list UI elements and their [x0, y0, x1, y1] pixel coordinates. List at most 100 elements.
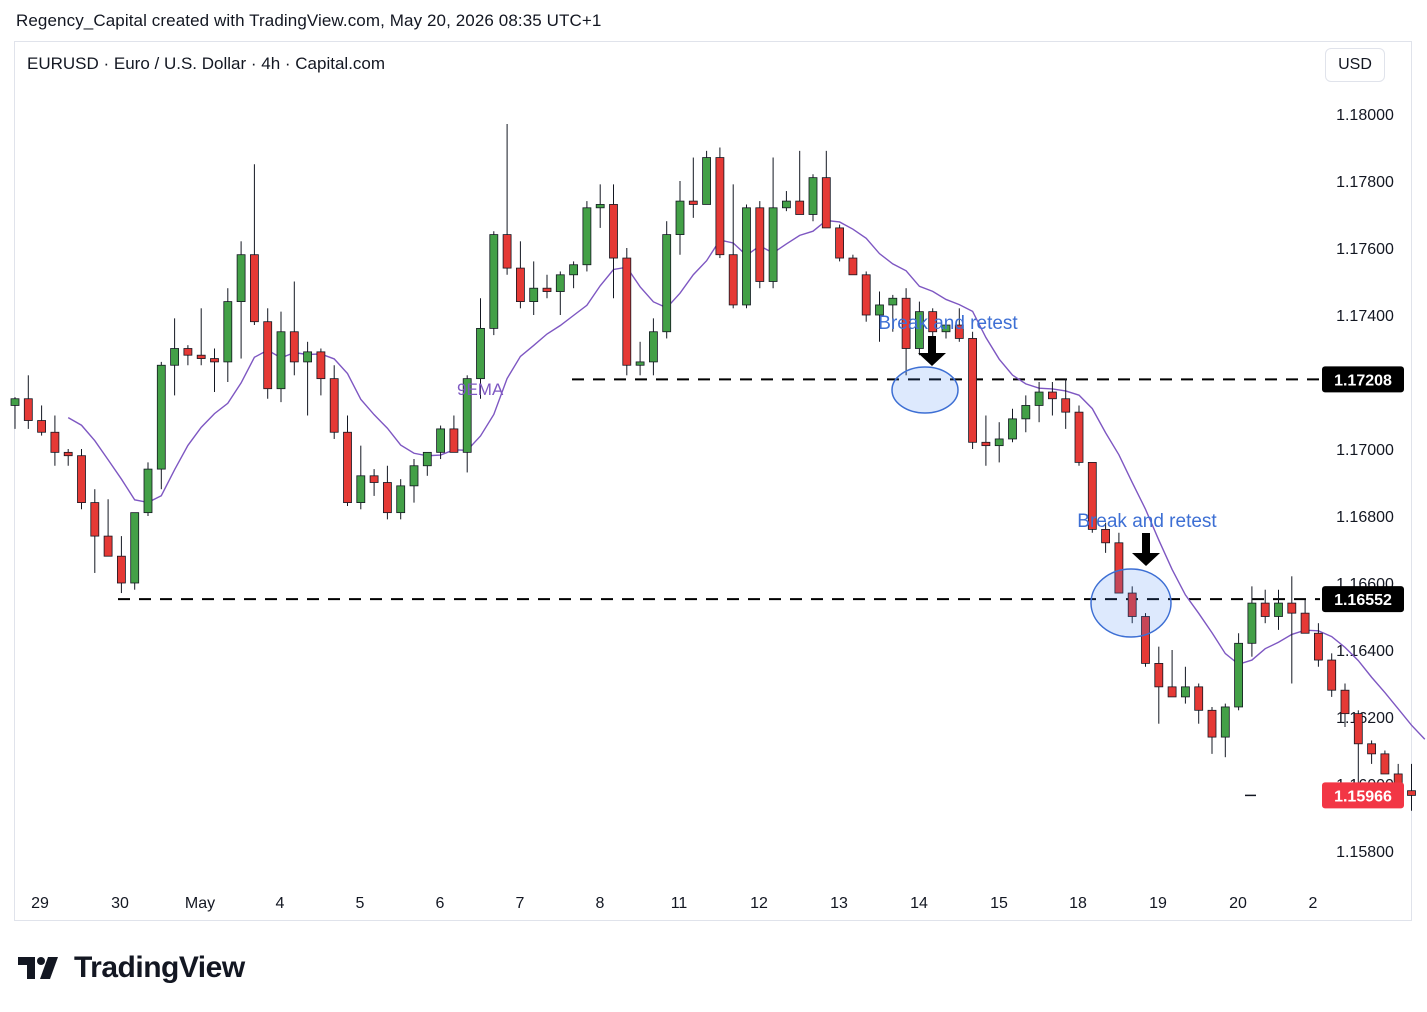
candle-up[interactable]: [662, 221, 672, 339]
candle-down[interactable]: [1167, 650, 1177, 698]
candle-down[interactable]: [343, 415, 352, 506]
candle-down[interactable]: [821, 150, 831, 229]
candle-down[interactable]: [1300, 599, 1310, 634]
candle-down[interactable]: [1141, 613, 1150, 667]
candle-up[interactable]: [1021, 395, 1031, 433]
candle-up[interactable]: [356, 445, 366, 510]
candle-up[interactable]: [1247, 586, 1257, 657]
candle-down[interactable]: [954, 308, 964, 342]
candle-down[interactable]: [1367, 740, 1376, 764]
candle-down[interactable]: [1407, 763, 1416, 811]
candle-up[interactable]: [1234, 633, 1243, 711]
candle-down[interactable]: [1207, 706, 1217, 754]
candle-down[interactable]: [715, 147, 725, 259]
candle-down[interactable]: [981, 415, 991, 466]
candle-up[interactable]: [236, 241, 246, 359]
candle-up[interactable]: [223, 288, 233, 382]
candle-up[interactable]: [702, 150, 711, 205]
candle-up[interactable]: [156, 361, 166, 490]
candle-down[interactable]: [1314, 623, 1323, 667]
candle-down[interactable]: [1074, 405, 1084, 466]
candle-down[interactable]: [1114, 532, 1124, 594]
candle-down[interactable]: [1340, 683, 1350, 728]
candle-up[interactable]: [582, 201, 592, 272]
brand-logo[interactable]: TradingView: [18, 951, 245, 985]
candle-down[interactable]: [1194, 683, 1204, 724]
candle-down[interactable]: [622, 248, 632, 376]
candle-up[interactable]: [635, 341, 645, 376]
candle-up[interactable]: [555, 271, 565, 315]
candle-down[interactable]: [1048, 382, 1057, 416]
candle-down[interactable]: [1260, 589, 1270, 624]
currency-button[interactable]: USD: [1325, 48, 1385, 82]
candle-down[interactable]: [1127, 586, 1137, 624]
candle-up[interactable]: [941, 321, 951, 339]
candle-down[interactable]: [103, 499, 113, 557]
candle-up[interactable]: [436, 425, 446, 460]
candle-down[interactable]: [1380, 750, 1390, 775]
candle-up[interactable]: [276, 311, 286, 403]
candle-down[interactable]: [23, 375, 33, 429]
candle-up[interactable]: [1008, 408, 1017, 443]
candle-down[interactable]: [1101, 522, 1110, 553]
candle-down[interactable]: [369, 469, 379, 496]
candle-down[interactable]: [196, 308, 206, 366]
candle-up[interactable]: [915, 301, 924, 356]
candle-up[interactable]: [143, 462, 153, 516]
candle-down[interactable]: [117, 536, 126, 594]
candle-down[interactable]: [1327, 653, 1337, 697]
candle-up[interactable]: [875, 291, 884, 342]
candle-down[interactable]: [502, 124, 512, 275]
candle-up[interactable]: [595, 184, 605, 228]
candle-down[interactable]: [848, 254, 858, 276]
candle-up[interactable]: [462, 375, 472, 473]
candle-up[interactable]: [569, 261, 578, 289]
candle-up[interactable]: [10, 397, 20, 429]
candle-down[interactable]: [449, 415, 459, 453]
candle-down[interactable]: [37, 405, 46, 436]
candle-down[interactable]: [249, 164, 259, 326]
candle-down[interactable]: [1087, 461, 1097, 533]
candle-down[interactable]: [861, 271, 871, 322]
candle-up[interactable]: [409, 459, 419, 503]
candle-down[interactable]: [210, 348, 219, 393]
candle-down[interactable]: [1287, 576, 1297, 684]
candle-down[interactable]: [542, 274, 552, 299]
candle-up[interactable]: [742, 204, 751, 309]
candle-up[interactable]: [476, 298, 485, 399]
candle-up[interactable]: [489, 231, 499, 336]
candle-down[interactable]: [728, 184, 738, 309]
candle-up[interactable]: [422, 451, 432, 476]
candle-down[interactable]: [382, 465, 392, 520]
candle-up[interactable]: [396, 479, 406, 520]
candle-up[interactable]: [768, 157, 778, 289]
candle-down[interactable]: [795, 150, 805, 215]
candle-up[interactable]: [808, 174, 818, 222]
candle-down[interactable]: [77, 449, 86, 510]
candle-down[interactable]: [609, 184, 618, 299]
symbol-label[interactable]: EURUSD · Euro / U.S. Dollar · 4h · Capit…: [27, 54, 386, 73]
candle-up[interactable]: [130, 512, 140, 590]
candle-up[interactable]: [994, 422, 1004, 463]
candle-down[interactable]: [755, 201, 765, 289]
candle-down[interactable]: [516, 241, 525, 309]
candle-down[interactable]: [329, 365, 339, 439]
candle-up[interactable]: [888, 294, 898, 332]
candle-up[interactable]: [1034, 382, 1044, 423]
candle-down[interactable]: [263, 308, 273, 399]
candle-down[interactable]: [90, 489, 100, 573]
candle-down[interactable]: [50, 415, 60, 466]
candle-up[interactable]: [782, 191, 791, 212]
candle-up[interactable]: [303, 341, 313, 416]
candle-down[interactable]: [183, 345, 193, 366]
candle-down[interactable]: [63, 449, 73, 466]
candle-down[interactable]: [901, 288, 911, 376]
candle-down[interactable]: [688, 157, 698, 218]
candle-down[interactable]: [316, 348, 326, 396]
candle-down[interactable]: [835, 224, 844, 262]
candle-up[interactable]: [675, 181, 685, 255]
candle-up[interactable]: [1220, 703, 1230, 758]
candle-up[interactable]: [529, 261, 539, 315]
candle-down[interactable]: [968, 331, 977, 449]
